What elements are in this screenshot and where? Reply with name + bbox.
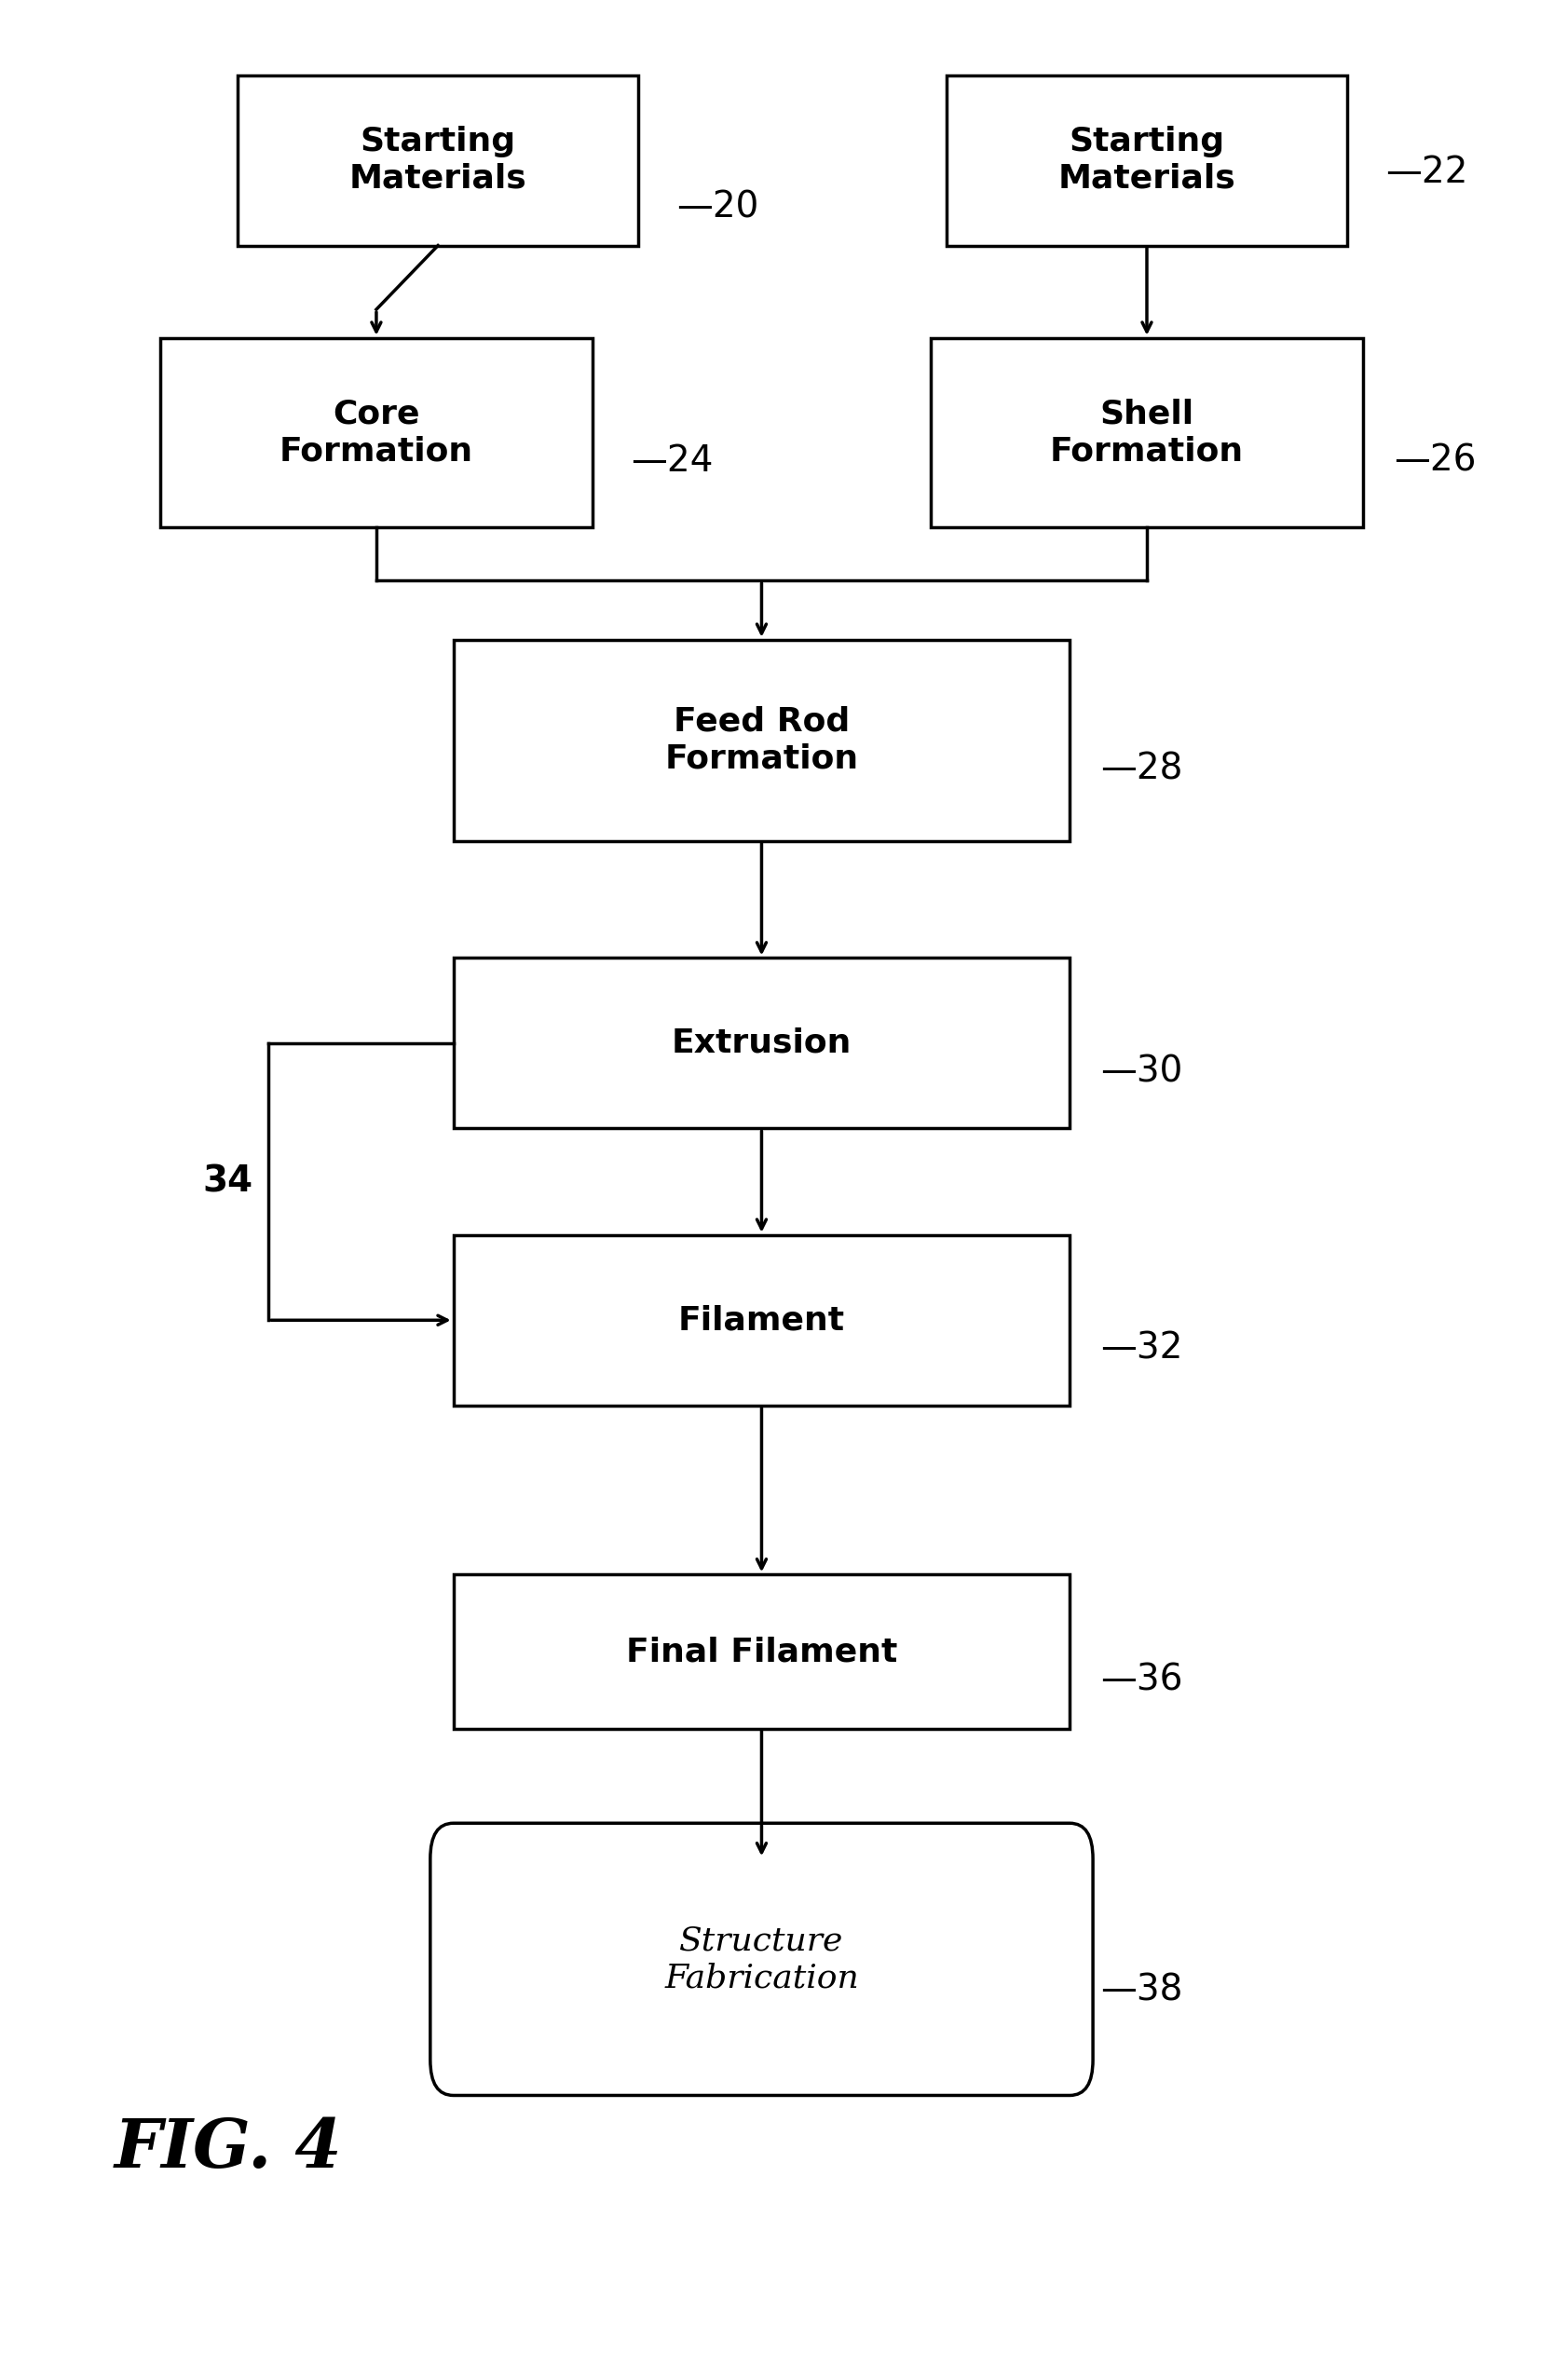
Text: —24: —24 bbox=[631, 443, 713, 478]
Text: 34: 34 bbox=[202, 1164, 253, 1200]
FancyBboxPatch shape bbox=[238, 76, 639, 245]
FancyBboxPatch shape bbox=[931, 338, 1363, 528]
Text: —20: —20 bbox=[678, 190, 760, 226]
Text: Starting
Materials: Starting Materials bbox=[350, 126, 527, 195]
Text: Shell
Formation: Shell Formation bbox=[1051, 397, 1243, 466]
FancyBboxPatch shape bbox=[454, 1235, 1069, 1407]
Text: —26: —26 bbox=[1394, 443, 1476, 478]
FancyBboxPatch shape bbox=[160, 338, 592, 528]
Text: —28: —28 bbox=[1100, 752, 1183, 785]
Text: Extrusion: Extrusion bbox=[671, 1028, 852, 1059]
Text: Starting
Materials: Starting Materials bbox=[1058, 126, 1235, 195]
Text: Structure
Fabrication: Structure Fabrication bbox=[665, 1925, 859, 1994]
FancyBboxPatch shape bbox=[454, 1576, 1069, 1728]
Text: —22: —22 bbox=[1386, 155, 1469, 190]
FancyBboxPatch shape bbox=[454, 640, 1069, 840]
Text: —30: —30 bbox=[1100, 1054, 1183, 1090]
Text: Filament: Filament bbox=[678, 1304, 845, 1335]
FancyBboxPatch shape bbox=[946, 76, 1347, 245]
Text: Core
Formation: Core Formation bbox=[280, 397, 474, 466]
Text: FIG. 4: FIG. 4 bbox=[115, 2116, 342, 2182]
Text: —32: —32 bbox=[1100, 1330, 1183, 1366]
FancyBboxPatch shape bbox=[430, 1823, 1092, 2094]
Text: —38: —38 bbox=[1100, 1973, 1183, 2009]
FancyBboxPatch shape bbox=[454, 959, 1069, 1128]
Text: Final Filament: Final Filament bbox=[626, 1635, 897, 1668]
Text: —36: —36 bbox=[1100, 1661, 1183, 1697]
Text: Feed Rod
Formation: Feed Rod Formation bbox=[665, 707, 858, 774]
